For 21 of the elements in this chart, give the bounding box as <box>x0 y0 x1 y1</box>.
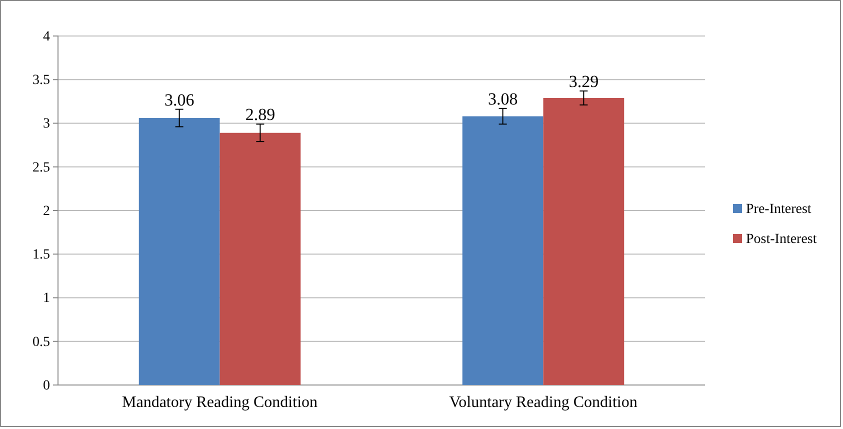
y-tick-label: 3.5 <box>32 73 50 88</box>
y-tick-label: 0 <box>43 378 50 394</box>
bar <box>462 116 544 385</box>
y-tick-label: 0.5 <box>32 334 50 350</box>
y-tick-label: 1.5 <box>32 248 50 263</box>
data-label: 3.08 <box>488 89 518 108</box>
x-tick-label: Mandatory Reading Condition <box>122 394 318 412</box>
y-tick-label: 1 <box>43 291 50 306</box>
bar <box>138 118 220 385</box>
x-tick-label: Voluntary Reading Condition <box>449 394 638 412</box>
legend-label: Pre-Interest <box>746 202 812 217</box>
legend-label: Post-Interest <box>746 232 817 247</box>
y-tick-label: 2 <box>43 204 50 219</box>
data-label: 3.29 <box>568 72 599 91</box>
bar <box>543 98 624 385</box>
y-tick-label: 3 <box>43 116 50 132</box>
y-tick-label: 2.5 <box>32 160 50 176</box>
bar <box>220 132 301 385</box>
data-label: 2.89 <box>245 105 276 124</box>
y-tick-label: 4 <box>43 29 50 44</box>
data-label: 3.06 <box>164 90 194 110</box>
